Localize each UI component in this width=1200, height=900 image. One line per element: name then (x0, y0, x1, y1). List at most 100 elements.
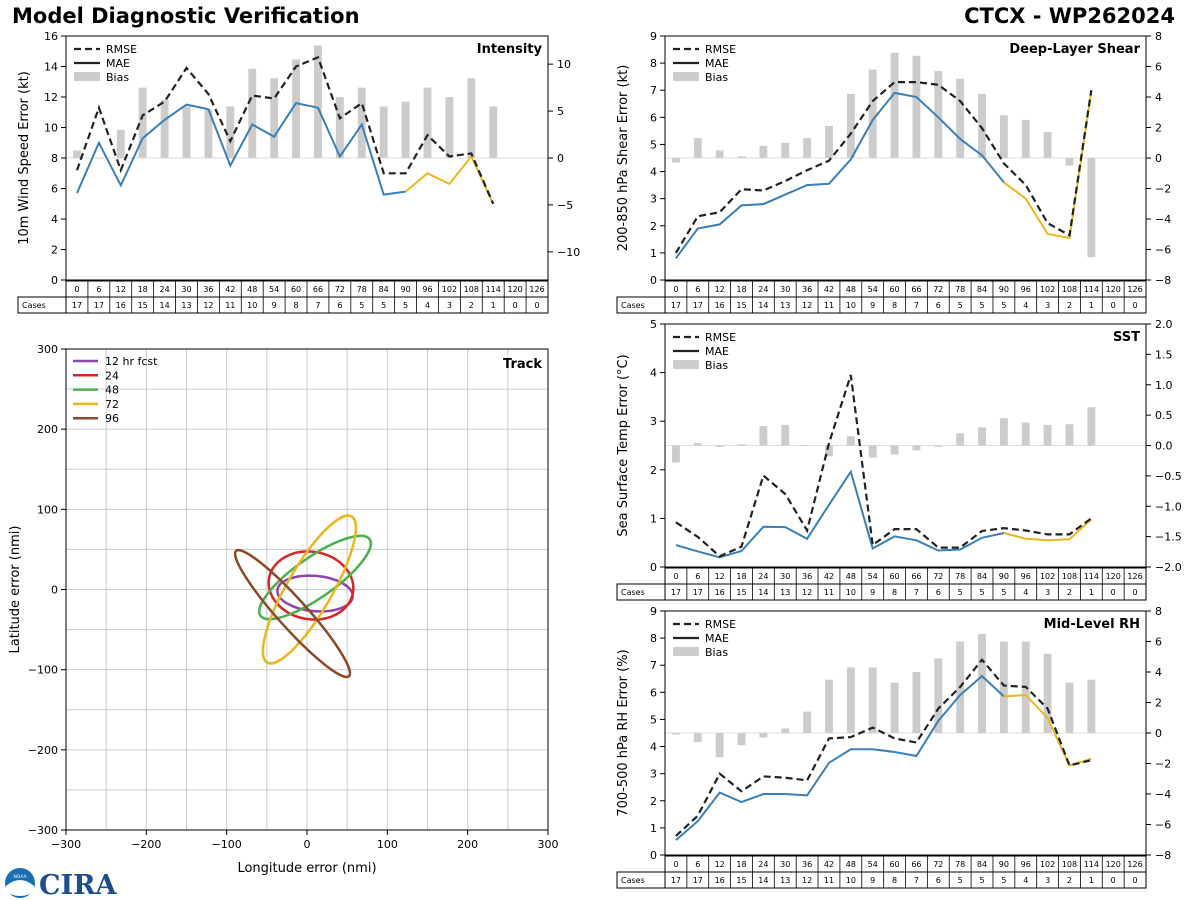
y2-tick-label: 2.0 (1155, 318, 1173, 331)
cases-cell: 16 (116, 301, 126, 310)
y2-tick-label: 2 (1155, 697, 1162, 710)
bias-bar (226, 106, 235, 158)
y2-tick-label: 0 (557, 152, 564, 165)
hour-cell: 48 (846, 285, 856, 294)
y-tick-label: 16 (44, 30, 58, 43)
cases-row (616, 583, 1147, 601)
y2-tick-label: −6 (1155, 244, 1171, 257)
cases-cell: 2 (1067, 876, 1072, 885)
rmse-line (675, 374, 1092, 558)
legend-bias-label: Bias (705, 71, 728, 84)
bias-bar (781, 424, 790, 446)
track-legend-label: 96 (105, 412, 119, 425)
x-tick-label: −200 (131, 838, 161, 851)
y-tick-label: 3 (650, 768, 657, 781)
panel-title: Deep-Layer Shear (1009, 42, 1140, 57)
y2-tick-label: −1.5 (1155, 531, 1182, 544)
rmse-line (674, 81, 1093, 254)
legend-bias-swatch (673, 647, 699, 656)
hour-cell: 120 (1106, 572, 1121, 581)
hour-cell: 72 (335, 285, 345, 294)
bias-bar (1021, 119, 1030, 158)
cases-cell: 15 (736, 876, 746, 885)
cases-cell: 4 (1023, 588, 1028, 597)
bias-bar (803, 138, 812, 158)
bias-bar (1087, 679, 1096, 733)
legend-rmse-label: RMSE (705, 618, 736, 631)
track-ellipse (261, 514, 358, 665)
bias-bar (912, 445, 921, 451)
y-tick-label: 10 (44, 122, 58, 135)
hour-cell: 90 (999, 572, 1009, 581)
cases-cell: 14 (758, 876, 768, 885)
hour-cell: 96 (422, 285, 432, 294)
cases-cell: 5 (979, 588, 984, 597)
bias-bar (335, 97, 344, 158)
y-tick-label: −100 (28, 664, 58, 677)
hour-cell: 6 (695, 285, 700, 294)
cases-cell: 8 (293, 301, 298, 310)
y2-tick-label: −0.5 (1155, 470, 1182, 483)
x-tick-label: 0 (304, 838, 311, 851)
y2-tick-label: 2 (1155, 122, 1162, 135)
hour-cell: 54 (269, 285, 279, 294)
bias-bar (138, 87, 147, 158)
y-tick-label: 6 (650, 111, 657, 124)
y-tick-label: 6 (51, 183, 58, 196)
cases-cell: 13 (780, 588, 790, 597)
track-legend-label: 72 (105, 398, 119, 411)
bias-bar (737, 733, 746, 746)
hour-cell: 18 (736, 572, 746, 581)
x-tick-label: 300 (538, 838, 559, 851)
cases-row (17, 296, 549, 314)
hour-cell: 66 (911, 860, 921, 869)
hour-cell: 78 (955, 285, 965, 294)
hour-cell: 78 (955, 860, 965, 869)
bias-bar (890, 445, 899, 455)
hour-cell: 120 (507, 285, 522, 294)
bias-bar (445, 97, 454, 158)
hour-cell: 60 (889, 285, 899, 294)
y-tick-label: −300 (28, 824, 58, 837)
y-tick-label: 14 (44, 61, 58, 74)
hour-cell: 78 (955, 572, 965, 581)
cases-cell: 13 (181, 301, 191, 310)
hour-cell: 72 (933, 285, 943, 294)
hour-cell: 6 (695, 572, 700, 581)
cases-label: Cases (22, 301, 46, 310)
y-axis-label: 10m Wind Speed Error (kt) (17, 71, 32, 245)
hour-cell: 24 (758, 572, 768, 581)
y-tick-label: 0 (650, 849, 657, 862)
bias-bar (890, 52, 899, 158)
bias-bar (759, 426, 768, 446)
hour-cell: 18 (138, 285, 148, 294)
hour-cell: 54 (868, 572, 878, 581)
cases-cell: 6 (936, 876, 941, 885)
hour-cell: 108 (1062, 860, 1077, 869)
cases-cell: 0 (1111, 301, 1116, 310)
hour-cell: 96 (1021, 285, 1031, 294)
hour-cell: 42 (824, 572, 834, 581)
bias-bar (401, 101, 410, 158)
cases-cell: 10 (846, 301, 856, 310)
hour-cell: 36 (802, 285, 812, 294)
page-title: Model Diagnostic Verification (12, 4, 360, 28)
hour-cell: 66 (313, 285, 323, 294)
y2-tick-label: 1.5 (1155, 348, 1173, 361)
mae-line (675, 469, 1005, 559)
cases-cell: 16 (715, 876, 725, 885)
hour-cell: 114 (1084, 860, 1099, 869)
bias-bar (956, 78, 965, 158)
cases-cell: 17 (94, 301, 104, 310)
hour-cell: 108 (1062, 572, 1077, 581)
cases-cell: 7 (315, 301, 320, 310)
hour-cell: 0 (673, 572, 678, 581)
cases-cell: 17 (693, 876, 703, 885)
bias-bar (803, 711, 812, 733)
cases-cell: 10 (247, 301, 257, 310)
panel-title: Track (503, 357, 542, 372)
hour-cell: 6 (695, 860, 700, 869)
y2-tick-label: −5 (557, 199, 573, 212)
y-tick-label: −200 (28, 744, 58, 757)
cases-cell: 4 (1023, 876, 1028, 885)
